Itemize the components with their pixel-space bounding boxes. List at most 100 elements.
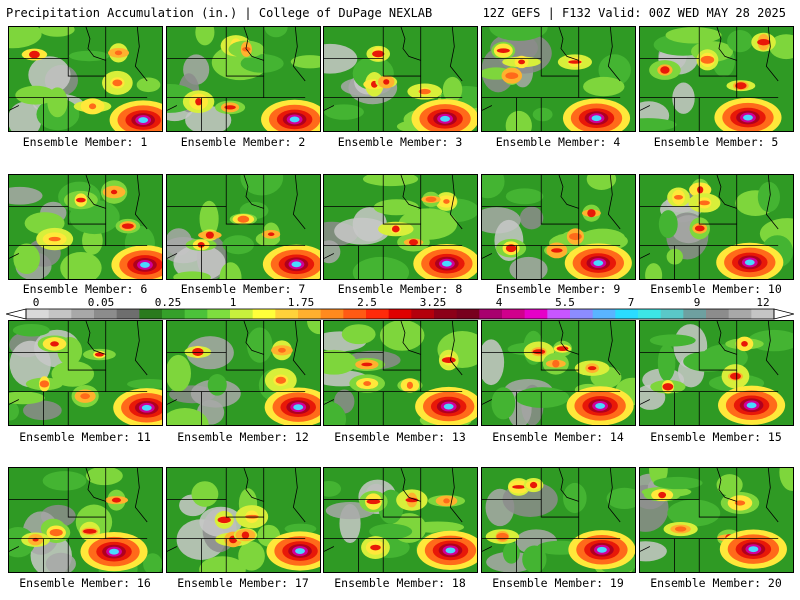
colorbar-min-arrow <box>6 308 27 320</box>
ensemble-panel <box>8 26 163 132</box>
colorbar-swatch <box>524 309 548 319</box>
colorbar-swatch <box>683 309 707 319</box>
ensemble-member-label: Ensemble Member: 3 <box>337 135 463 149</box>
ensemble-member-label: Ensemble Member: 13 <box>334 430 466 444</box>
colorbar-swatch <box>71 309 95 319</box>
ensemble-panel <box>323 174 478 280</box>
ensemble-panel <box>481 174 636 280</box>
colorbar <box>6 308 794 320</box>
precip-map <box>482 27 631 131</box>
precip-map <box>9 468 162 572</box>
ensemble-member-label: Ensemble Member: 7 <box>180 282 306 296</box>
colorbar-swatch <box>275 309 299 319</box>
colorbar-tick-label: 1 <box>229 296 237 309</box>
precip-map <box>167 468 320 572</box>
colorbar-swatch <box>434 309 458 319</box>
precip-map <box>9 27 162 131</box>
precip-map <box>640 321 793 425</box>
colorbar-swatch <box>26 309 50 319</box>
colorbar-tick-label: 2.5 <box>357 296 377 309</box>
ensemble-panel <box>166 467 321 573</box>
colorbar-max-arrow <box>773 308 794 320</box>
colorbar-tick-label: 4 <box>495 296 503 309</box>
colorbar-swatch <box>366 309 390 319</box>
colorbar-tick-label: 5.5 <box>555 296 575 309</box>
colorbar-tick-label: 12 <box>756 296 770 309</box>
ensemble-member-label: Ensemble Member: 1 <box>22 135 148 149</box>
colorbar-swatch <box>411 309 435 319</box>
ensemble-member-label: Ensemble Member: 10 <box>650 282 782 296</box>
colorbar-swatch <box>230 309 254 319</box>
colorbar-tick-label: 1.75 <box>287 296 315 309</box>
ensemble-member-label: Ensemble Member: 17 <box>177 576 309 590</box>
precip-map <box>324 321 477 425</box>
ensemble-panel <box>8 320 163 426</box>
precip-map <box>324 27 477 131</box>
colorbar-swatch <box>479 309 503 319</box>
colorbar-swatch <box>184 309 208 319</box>
ensemble-member-label: Ensemble Member: 4 <box>495 135 621 149</box>
colorbar-swatch <box>388 309 412 319</box>
ensemble-member-label: Ensemble Member: 19 <box>492 576 624 590</box>
colorbar-swatch <box>207 309 231 319</box>
ensemble-member-label: Ensemble Member: 11 <box>19 430 151 444</box>
ensemble-panel <box>639 320 794 426</box>
colorbar-tick-label: 0.25 <box>154 296 182 309</box>
ensemble-panel <box>639 467 794 573</box>
colorbar-swatch <box>502 309 526 319</box>
colorbar-swatch <box>570 309 594 319</box>
ensemble-panel <box>639 26 794 132</box>
colorbar-swatch <box>706 309 730 319</box>
precip-map <box>9 175 162 279</box>
ensemble-panel <box>481 26 636 132</box>
colorbar-swatch <box>456 309 480 319</box>
precip-map <box>640 468 793 572</box>
ensemble-panel <box>639 174 794 280</box>
ensemble-member-label: Ensemble Member: 6 <box>22 282 148 296</box>
ensemble-member-label: Ensemble Member: 9 <box>495 282 621 296</box>
colorbar-tick-label: 3.25 <box>419 296 447 309</box>
ensemble-panel <box>166 320 321 426</box>
ensemble-member-label: Ensemble Member: 5 <box>653 135 779 149</box>
model-valid-time: 12Z GEFS | F132 Valid: 00Z WED MAY 28 20… <box>482 6 786 20</box>
colorbar-swatch <box>638 309 662 319</box>
ensemble-member-label: Ensemble Member: 18 <box>334 576 466 590</box>
ensemble-member-label: Ensemble Member: 15 <box>650 430 782 444</box>
ensemble-member-label: Ensemble Member: 2 <box>180 135 306 149</box>
precip-map <box>167 321 320 425</box>
ensemble-panel <box>166 174 321 280</box>
precip-map <box>482 175 632 279</box>
colorbar-swatch <box>94 309 118 319</box>
colorbar-swatch <box>615 309 639 319</box>
chart-title: Precipitation Accumulation (in.) | Colle… <box>6 6 433 20</box>
ensemble-member-label: Ensemble Member: 8 <box>337 282 463 296</box>
precip-map <box>324 175 477 279</box>
colorbar-swatch <box>252 309 276 319</box>
precip-map <box>167 175 320 279</box>
ensemble-panel <box>323 320 478 426</box>
precip-map <box>324 468 477 572</box>
precip-map <box>640 175 793 279</box>
precip-map <box>482 468 635 572</box>
colorbar-tick-label: 9 <box>693 296 701 309</box>
precip-map <box>640 27 793 131</box>
ensemble-member-label: Ensemble Member: 14 <box>492 430 624 444</box>
colorbar-swatch <box>728 309 752 319</box>
ensemble-panel <box>481 467 636 573</box>
precip-map <box>9 321 162 425</box>
colorbar-tick-label: 0 <box>32 296 40 309</box>
colorbar-swatch <box>320 309 344 319</box>
colorbar-swatch <box>751 309 775 319</box>
ensemble-panel <box>8 174 163 280</box>
ensemble-panel <box>166 26 321 132</box>
precip-map <box>482 321 635 425</box>
ensemble-panel <box>481 320 636 426</box>
colorbar-swatch <box>298 309 322 319</box>
ensemble-panel <box>323 26 478 132</box>
colorbar-swatch <box>116 309 140 319</box>
colorbar-tick-label: 0.05 <box>87 296 115 309</box>
colorbar-swatch <box>547 309 571 319</box>
precip-map <box>167 27 320 131</box>
colorbar-swatch <box>343 309 367 319</box>
ensemble-member-label: Ensemble Member: 20 <box>650 576 782 590</box>
